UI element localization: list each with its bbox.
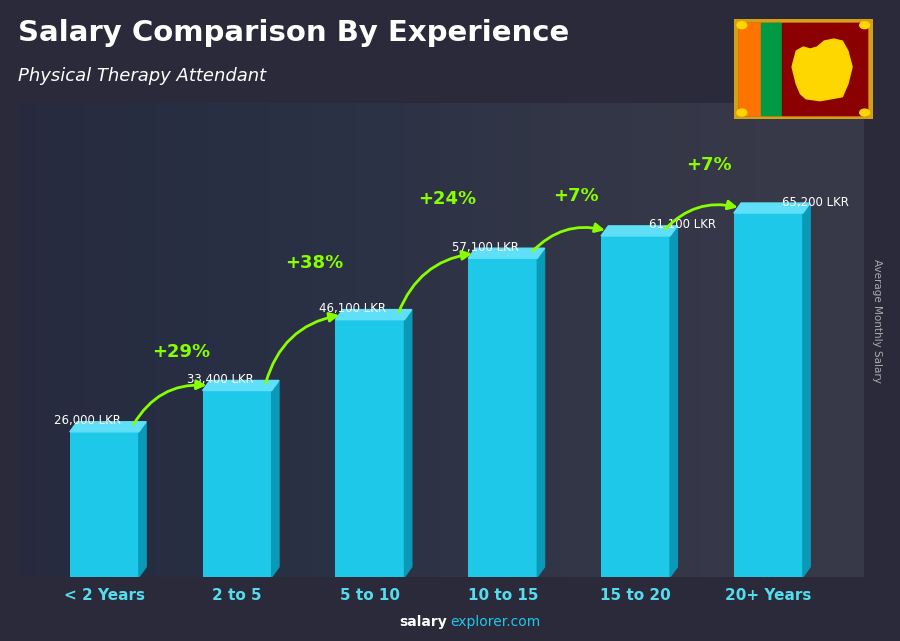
Bar (336, 320, 404, 577)
Polygon shape (601, 226, 678, 236)
Polygon shape (70, 422, 146, 432)
Bar (739, 23, 760, 115)
Circle shape (860, 109, 869, 116)
Text: +24%: +24% (418, 190, 476, 208)
Bar (202, 390, 272, 577)
Text: +29%: +29% (152, 344, 211, 362)
Bar (734, 213, 803, 577)
Bar (70, 432, 139, 577)
Polygon shape (404, 310, 412, 577)
Circle shape (737, 109, 747, 116)
Text: Physical Therapy Attendant: Physical Therapy Attendant (18, 67, 266, 85)
Text: 57,100 LKR: 57,100 LKR (453, 241, 519, 254)
Text: 65,200 LKR: 65,200 LKR (782, 196, 849, 208)
Polygon shape (139, 422, 146, 577)
Polygon shape (670, 226, 678, 577)
Polygon shape (803, 203, 810, 577)
Text: +7%: +7% (553, 187, 599, 205)
Bar (601, 236, 670, 577)
Polygon shape (468, 248, 544, 258)
Polygon shape (537, 248, 544, 577)
Bar (468, 258, 537, 577)
Text: explorer.com: explorer.com (450, 615, 540, 629)
Polygon shape (272, 381, 279, 577)
Text: 61,100 LKR: 61,100 LKR (649, 219, 716, 231)
Polygon shape (336, 310, 412, 320)
Bar (782, 23, 868, 115)
Polygon shape (734, 203, 810, 213)
Text: +38%: +38% (285, 254, 343, 272)
Text: Salary Comparison By Experience: Salary Comparison By Experience (18, 19, 569, 47)
Circle shape (737, 22, 747, 29)
Text: 26,000 LKR: 26,000 LKR (54, 414, 121, 428)
Text: +7%: +7% (686, 156, 732, 174)
Bar (760, 23, 782, 115)
Text: Average Monthly Salary: Average Monthly Salary (872, 258, 883, 383)
Circle shape (860, 22, 869, 29)
Text: salary: salary (400, 615, 447, 629)
Text: 33,400 LKR: 33,400 LKR (186, 373, 254, 386)
Polygon shape (792, 39, 852, 101)
Polygon shape (202, 381, 279, 390)
Text: 46,100 LKR: 46,100 LKR (320, 302, 386, 315)
